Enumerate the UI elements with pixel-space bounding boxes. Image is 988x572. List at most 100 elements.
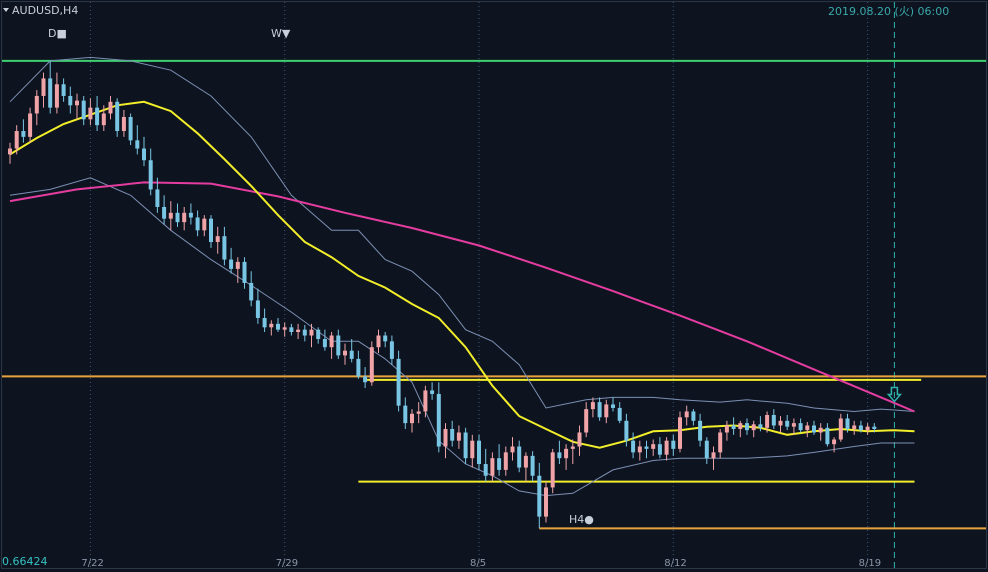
candle-body — [671, 440, 676, 449]
candle — [128, 113, 133, 146]
candle — [376, 329, 381, 354]
candle — [28, 107, 33, 143]
candle-body — [711, 452, 716, 459]
candle-body — [188, 212, 193, 218]
candle — [309, 323, 314, 348]
candle-body — [443, 428, 448, 447]
candle-body — [322, 339, 327, 348]
candle — [691, 409, 696, 426]
candle — [550, 448, 555, 494]
weekly-marker: W▼ — [271, 27, 291, 40]
candle-body — [550, 452, 555, 488]
candle — [336, 329, 341, 359]
candle-body — [450, 428, 455, 441]
candle-body — [242, 261, 247, 283]
candle-body — [302, 329, 307, 336]
candle — [791, 418, 796, 435]
candle — [54, 72, 59, 114]
candle-body — [81, 100, 86, 120]
candle — [805, 421, 810, 438]
candle-body — [798, 423, 803, 431]
candle — [718, 428, 723, 459]
candle — [771, 409, 776, 429]
x-tick-label: 7/22 — [81, 558, 103, 569]
candle — [745, 418, 749, 435]
down-arrow-icon — [886, 386, 903, 403]
candle-body — [724, 425, 729, 433]
candle — [483, 448, 488, 482]
candle — [617, 402, 622, 424]
candle-body — [691, 411, 696, 421]
candle-body — [403, 405, 408, 424]
candle-body — [785, 420, 790, 427]
candle-body — [235, 261, 240, 269]
candle-body — [463, 432, 468, 459]
candle — [758, 416, 763, 432]
candle-body — [731, 425, 736, 429]
candle-body — [182, 212, 187, 223]
candle-body — [296, 329, 301, 332]
candle-body — [282, 327, 287, 330]
x-tick-label: 7/29 — [276, 558, 298, 569]
candle-body — [316, 329, 321, 340]
candle-body — [771, 414, 776, 426]
candle-body — [872, 426, 877, 429]
candle-body — [329, 335, 334, 348]
candle — [389, 335, 394, 365]
candle-body — [389, 341, 394, 359]
candle — [242, 257, 247, 289]
candle — [872, 423, 877, 433]
candle-body — [21, 131, 26, 137]
candle — [832, 437, 837, 453]
candle — [276, 317, 280, 332]
candle — [410, 409, 414, 433]
candle-body — [343, 350, 347, 356]
candle — [8, 142, 12, 164]
candle — [490, 452, 495, 482]
candle-body — [202, 218, 207, 231]
candle-body — [363, 376, 368, 383]
candle — [537, 462, 542, 529]
candle — [88, 98, 93, 126]
candle-body — [8, 148, 12, 155]
candle-body — [48, 78, 53, 108]
candle-body — [477, 440, 481, 465]
candle-body — [269, 323, 274, 328]
candle — [142, 136, 146, 167]
candle — [664, 437, 669, 461]
candle — [61, 78, 66, 102]
candle — [423, 385, 428, 418]
candle-body — [75, 100, 79, 106]
candle-body — [590, 402, 595, 410]
candle-body — [61, 84, 66, 96]
candle — [590, 397, 595, 418]
candle — [369, 341, 374, 386]
candle — [463, 427, 468, 465]
candle — [21, 119, 26, 143]
candle-body — [396, 358, 401, 406]
x-tick-label: 8/5 — [470, 558, 486, 569]
candle-body — [209, 218, 213, 243]
candle-body — [604, 404, 609, 418]
candle — [148, 148, 153, 196]
candle-body — [108, 101, 113, 114]
candle — [651, 439, 656, 456]
candle-body — [168, 212, 173, 219]
candle — [343, 343, 347, 365]
candle — [81, 95, 86, 126]
chevron-down-icon[interactable] — [3, 8, 9, 12]
candle — [209, 215, 213, 248]
candle-body — [456, 432, 461, 441]
candle-body — [644, 446, 649, 449]
candle-body — [215, 236, 220, 243]
candle-body — [115, 101, 120, 132]
moving-averages — [9, 100, 915, 449]
candle-body — [470, 440, 475, 459]
candle-body — [356, 358, 361, 377]
candle-body — [349, 350, 354, 359]
candle-body — [148, 160, 153, 190]
candle — [785, 414, 790, 431]
candle-body — [825, 427, 830, 445]
